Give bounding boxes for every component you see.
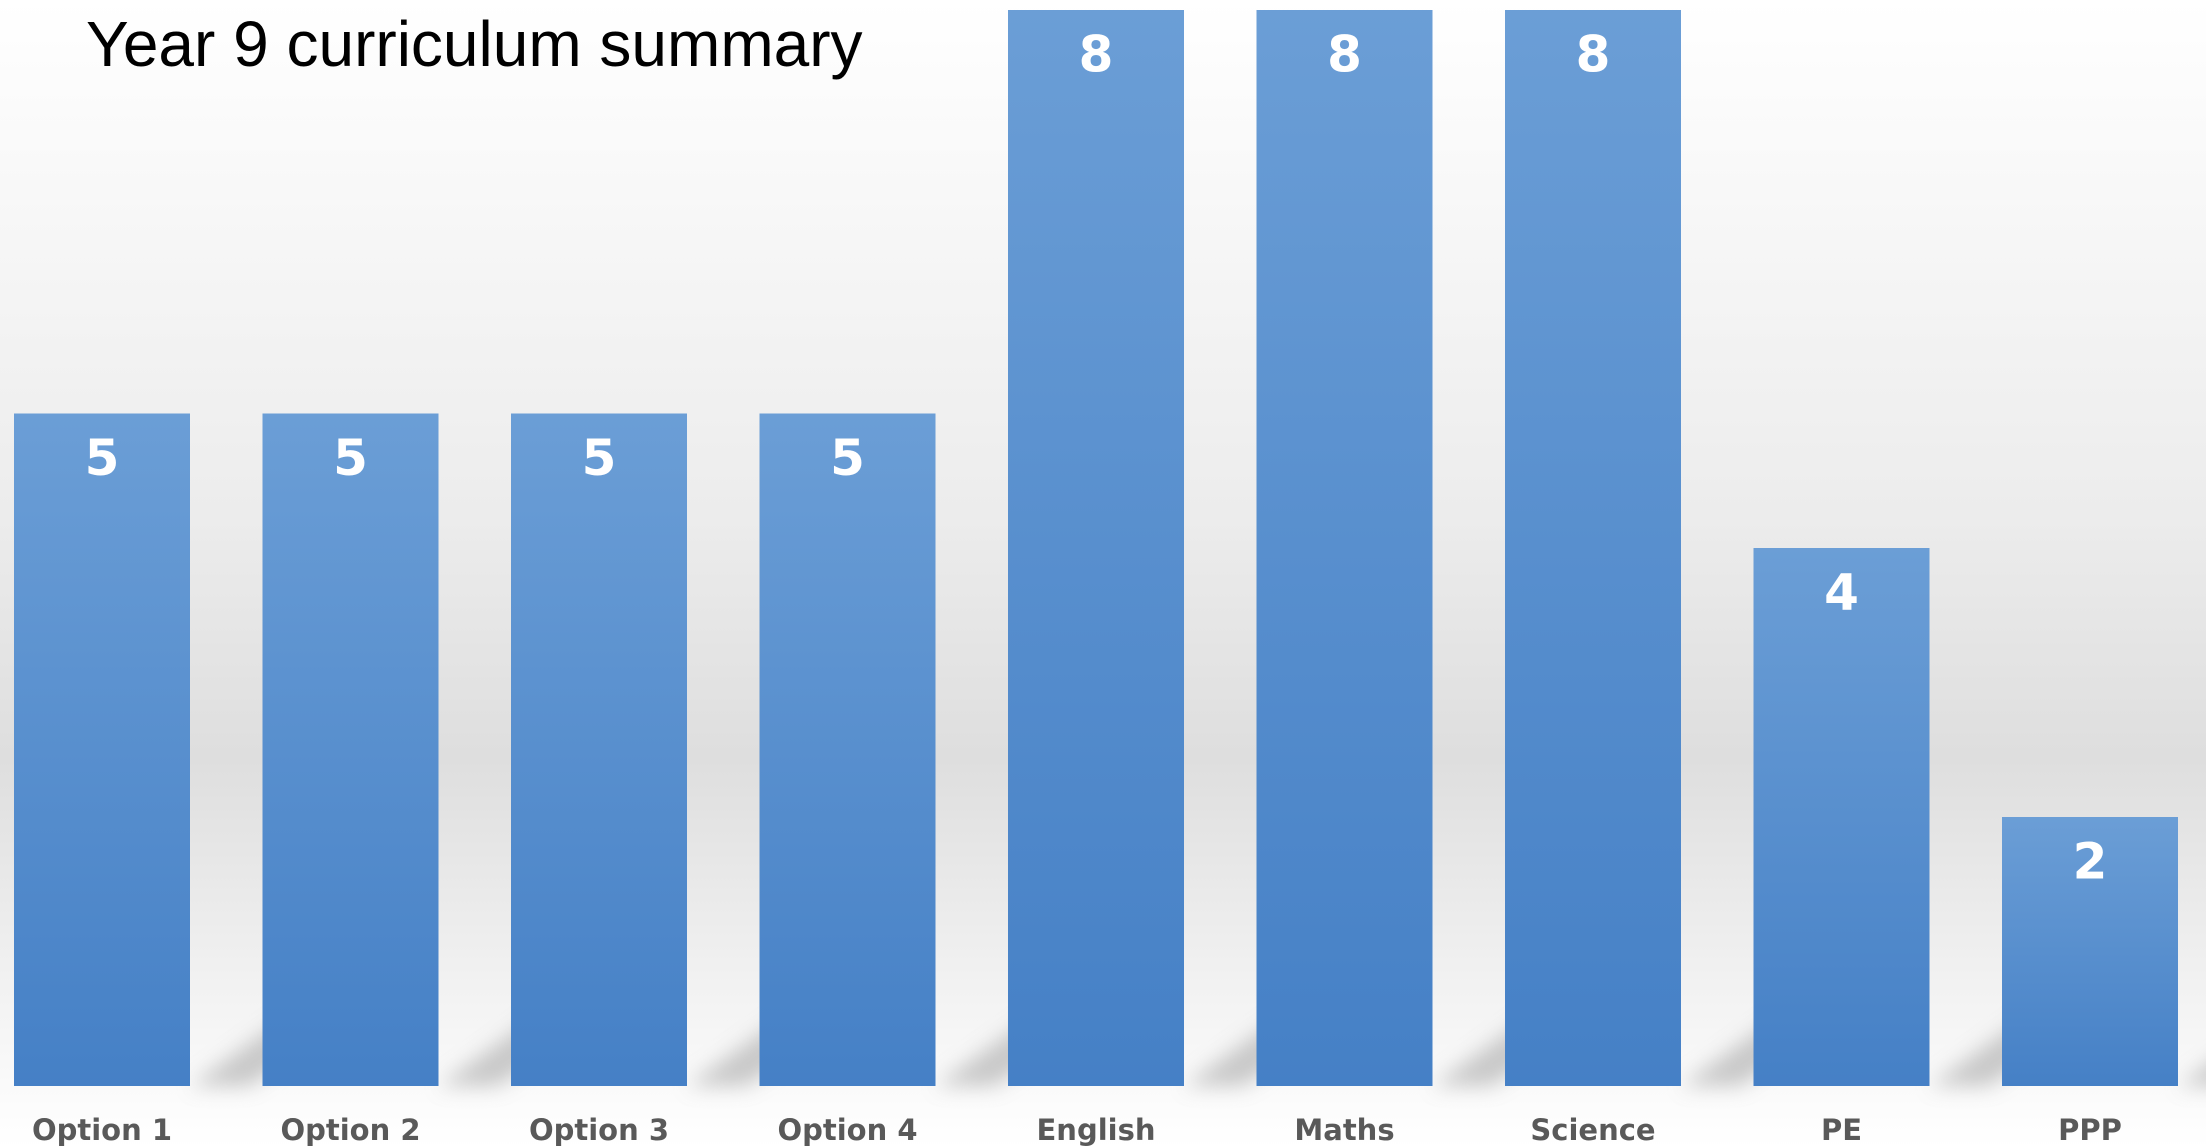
bar-pe bbox=[1753, 548, 1930, 1086]
data-label: 2 bbox=[2073, 833, 2108, 891]
x-tick-label: Option 3 bbox=[529, 1113, 669, 1147]
data-label: 5 bbox=[333, 429, 368, 487]
x-tick-label: Option 2 bbox=[280, 1113, 420, 1147]
data-label: 8 bbox=[1576, 26, 1611, 84]
x-tick-label: Maths bbox=[1294, 1113, 1394, 1147]
bar-option-2 bbox=[262, 413, 439, 1086]
x-tick-label: Option 4 bbox=[777, 1113, 917, 1147]
data-label: 8 bbox=[1327, 26, 1362, 84]
x-tick-label: Science bbox=[1530, 1113, 1655, 1147]
data-label: 5 bbox=[582, 429, 617, 487]
data-label: 4 bbox=[1824, 564, 1859, 622]
x-tick-label: English bbox=[1036, 1113, 1155, 1147]
x-tick-label: PPP bbox=[2058, 1113, 2122, 1147]
x-axis-tick-labels: Option 1 Option 2 Option 3 Option 4 English M… bbox=[32, 1113, 2122, 1147]
bars bbox=[14, 10, 2178, 1086]
bar-option-1 bbox=[14, 413, 190, 1086]
bar-science bbox=[1505, 10, 1681, 1086]
x-tick-label: PE bbox=[1821, 1113, 1862, 1147]
bar-option-4 bbox=[759, 413, 936, 1086]
chart-title: Year 9 curriculum summary bbox=[86, 8, 863, 80]
bar-option-3 bbox=[511, 413, 687, 1086]
x-tick-label: Option 1 bbox=[32, 1113, 172, 1147]
bar-ppp bbox=[2002, 817, 2178, 1086]
bar-english bbox=[1008, 10, 1184, 1086]
data-label: 5 bbox=[85, 429, 120, 487]
data-label: 5 bbox=[830, 429, 865, 487]
data-labels: 5 5 5 5 8 8 8 4 2 bbox=[85, 26, 2108, 891]
bar-maths bbox=[1256, 10, 1433, 1086]
bar-shadow bbox=[2178, 1066, 2206, 1086]
data-label: 8 bbox=[1079, 26, 1114, 84]
